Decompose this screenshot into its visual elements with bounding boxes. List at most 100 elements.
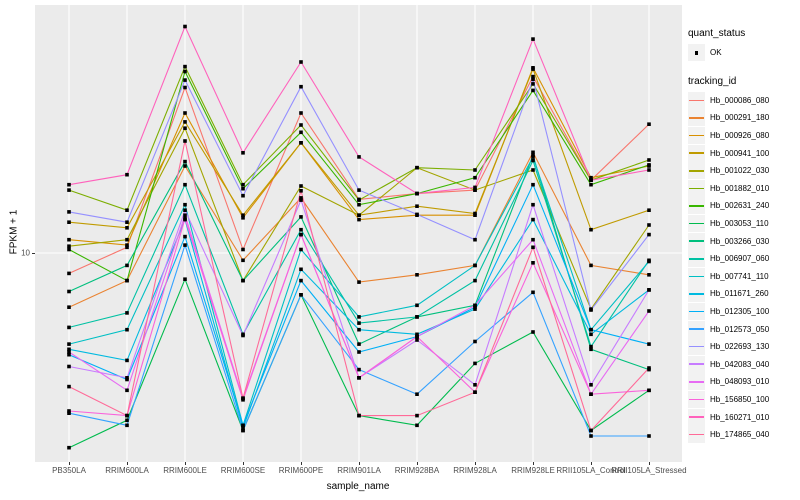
data-point <box>531 168 535 172</box>
data-point <box>67 411 71 415</box>
legend-item-label: Hb_156850_100 <box>710 394 770 404</box>
data-point <box>473 383 477 387</box>
data-point <box>357 315 361 319</box>
y-tick-label: 10 <box>21 248 30 258</box>
data-point <box>473 175 477 180</box>
legend-item-Hb_000086_080: Hb_000086_080 <box>688 91 800 110</box>
series-color-swatch <box>689 222 704 225</box>
data-point <box>531 182 535 187</box>
data-point <box>473 305 477 309</box>
data-point <box>125 311 129 315</box>
x-tick-label-RRIM901LA: RRIM901LA <box>337 466 381 475</box>
legend-title-quant-status: quant_status <box>688 28 746 39</box>
data-point <box>415 338 419 342</box>
data-point <box>531 261 535 265</box>
series-color-swatch <box>689 416 704 418</box>
data-point <box>415 204 419 208</box>
legend-key <box>688 267 705 285</box>
x-tick-label-RRIM600SE: RRIM600SE <box>220 466 266 475</box>
data-point <box>473 339 477 344</box>
data-point <box>357 217 361 222</box>
legend-key <box>688 91 705 109</box>
legend: quant_status OK tracking_id Hb_000086_08… <box>688 28 800 444</box>
data-point <box>415 315 419 319</box>
x-tick-label-RRIM600LE: RRIM600LE <box>163 466 207 475</box>
data-point <box>241 151 245 155</box>
data-point <box>647 122 651 126</box>
legend-item-Hb_160271_010: Hb_160271_010 <box>688 408 800 426</box>
data-point <box>299 196 303 200</box>
data-point <box>183 139 187 143</box>
data-point <box>241 182 245 187</box>
series-color-swatch <box>689 310 704 313</box>
legend-item-label: Hb_022693_130 <box>710 342 770 352</box>
data-point <box>415 212 419 217</box>
data-point <box>647 168 651 172</box>
data-point <box>299 130 303 135</box>
data-point <box>531 217 535 222</box>
legend-item-ok: OK <box>688 44 800 62</box>
data-point <box>299 278 303 283</box>
x-tick-mark <box>417 462 418 465</box>
data-point <box>125 327 129 332</box>
data-point <box>357 213 361 217</box>
data-point <box>299 247 303 252</box>
data-point <box>299 123 303 127</box>
data-point <box>125 278 129 283</box>
data-point <box>299 267 303 272</box>
data-point <box>589 428 593 433</box>
legend-item-Hb_042083_040: Hb_042083_040 <box>688 355 800 374</box>
legend-key <box>688 285 705 303</box>
data-point <box>647 288 651 292</box>
legend-item-label: Hb_000291_180 <box>710 113 770 123</box>
data-point <box>183 111 187 115</box>
data-point <box>67 182 71 187</box>
data-point <box>183 182 187 187</box>
legend-item-label: Hb_042083_040 <box>710 359 770 369</box>
legend-key <box>688 303 705 321</box>
data-point <box>241 216 245 220</box>
data-point <box>473 185 477 190</box>
data-point <box>125 220 129 224</box>
series-color-swatch <box>689 169 704 172</box>
data-point <box>125 358 129 363</box>
data-point <box>183 126 187 130</box>
data-point <box>531 74 535 79</box>
data-point <box>647 273 651 277</box>
data-point <box>67 350 71 354</box>
data-point <box>589 263 593 268</box>
legend-key <box>688 162 705 180</box>
legend-key <box>688 408 705 426</box>
data-point <box>299 84 303 89</box>
data-point <box>299 227 303 232</box>
legend-title-tracking-id: tracking_id <box>688 75 737 87</box>
data-point <box>183 243 187 247</box>
legend-item-label: Hb_174865_040 <box>710 430 770 440</box>
data-point <box>299 189 303 193</box>
data-point <box>125 243 129 247</box>
data-point <box>241 428 245 433</box>
data-point <box>183 216 187 221</box>
data-point <box>183 85 187 90</box>
tracking-id-legend-items: Hb_000086_080 Hb_000291_180 Hb_000926_080 H… <box>688 91 800 444</box>
data-point <box>125 172 129 177</box>
data-point <box>473 303 477 308</box>
legend-item-Hb_156850_100: Hb_156850_100 <box>688 390 800 409</box>
data-point <box>299 111 303 115</box>
data-point <box>357 188 361 192</box>
data-point <box>125 208 129 212</box>
legend-key <box>688 144 705 162</box>
data-point <box>125 423 129 428</box>
data-point <box>531 155 535 159</box>
data-point <box>183 69 187 74</box>
series-color-swatch <box>689 240 704 242</box>
legend-key <box>688 373 705 391</box>
data-point <box>67 271 71 276</box>
data-point <box>67 325 71 330</box>
legend-item-Hb_012305_100: Hb_012305_100 <box>688 303 800 321</box>
legend-item-label: Hb_002631_240 <box>710 201 770 211</box>
data-point <box>125 413 129 418</box>
data-point <box>299 184 303 188</box>
series-color-swatch <box>689 363 704 366</box>
data-point <box>647 366 651 370</box>
